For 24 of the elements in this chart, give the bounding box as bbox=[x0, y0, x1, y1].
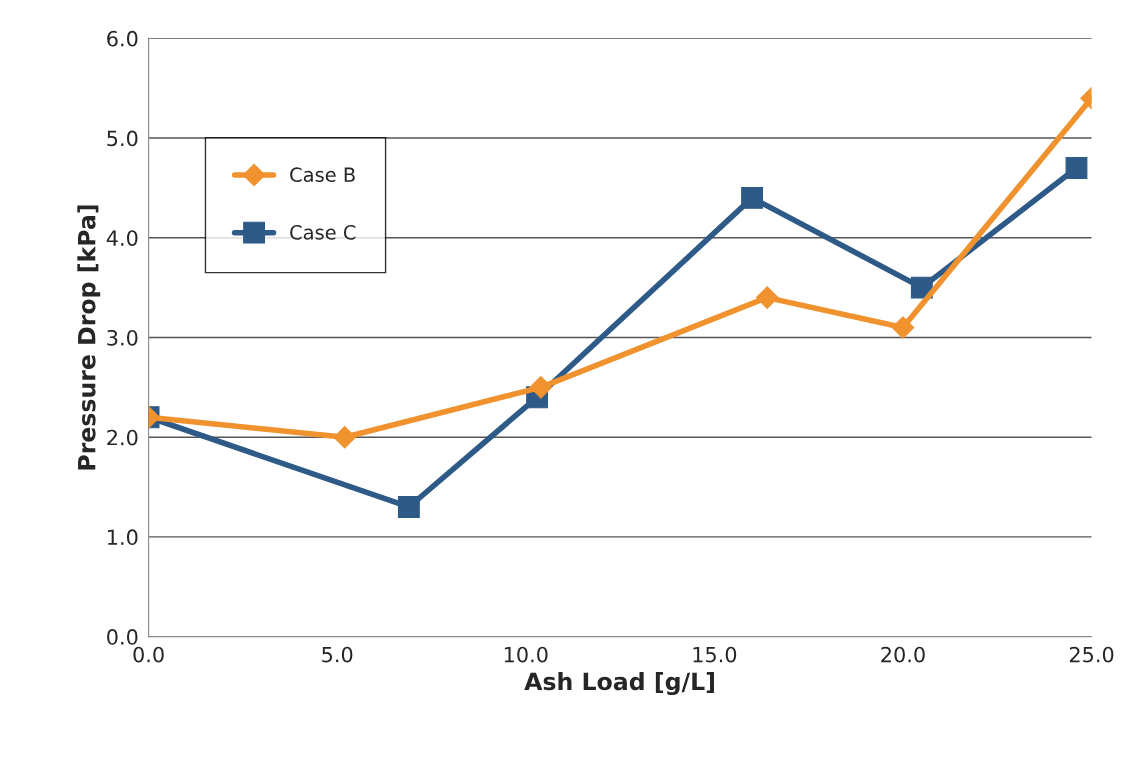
y-tick-label: 2.0 bbox=[107, 429, 138, 446]
y-tick-label: 5.0 bbox=[107, 130, 138, 147]
point bbox=[1065, 157, 1088, 179]
x-tick-label: 0.0 bbox=[133, 646, 164, 663]
point bbox=[333, 425, 357, 449]
x-tick-label: 25.0 bbox=[1069, 646, 1114, 663]
legend-label: Case B bbox=[290, 167, 355, 183]
point bbox=[755, 286, 779, 309]
point bbox=[529, 376, 553, 399]
x-tick-label: 20.0 bbox=[881, 646, 925, 663]
point bbox=[397, 496, 420, 518]
y-tick-label: 3.0 bbox=[107, 329, 138, 346]
x-tick-label: 10.0 bbox=[504, 646, 548, 663]
x-tick-label: 5.0 bbox=[322, 646, 353, 663]
x-axis-title: Ash Load [g/L] bbox=[524, 672, 714, 696]
y-tick-label: 6.0 bbox=[107, 30, 138, 47]
y-tick-label: 0.0 bbox=[107, 629, 138, 645]
y-tick-label: 1.0 bbox=[108, 529, 138, 546]
point bbox=[741, 186, 764, 209]
y-tick-label: 4.0 bbox=[106, 230, 138, 246]
point bbox=[891, 316, 915, 339]
y-axis-title: Pressure Drop [kPa] bbox=[77, 205, 101, 470]
legend-label: Case C bbox=[290, 225, 356, 240]
x-tick-label: 15.0 bbox=[693, 646, 737, 663]
